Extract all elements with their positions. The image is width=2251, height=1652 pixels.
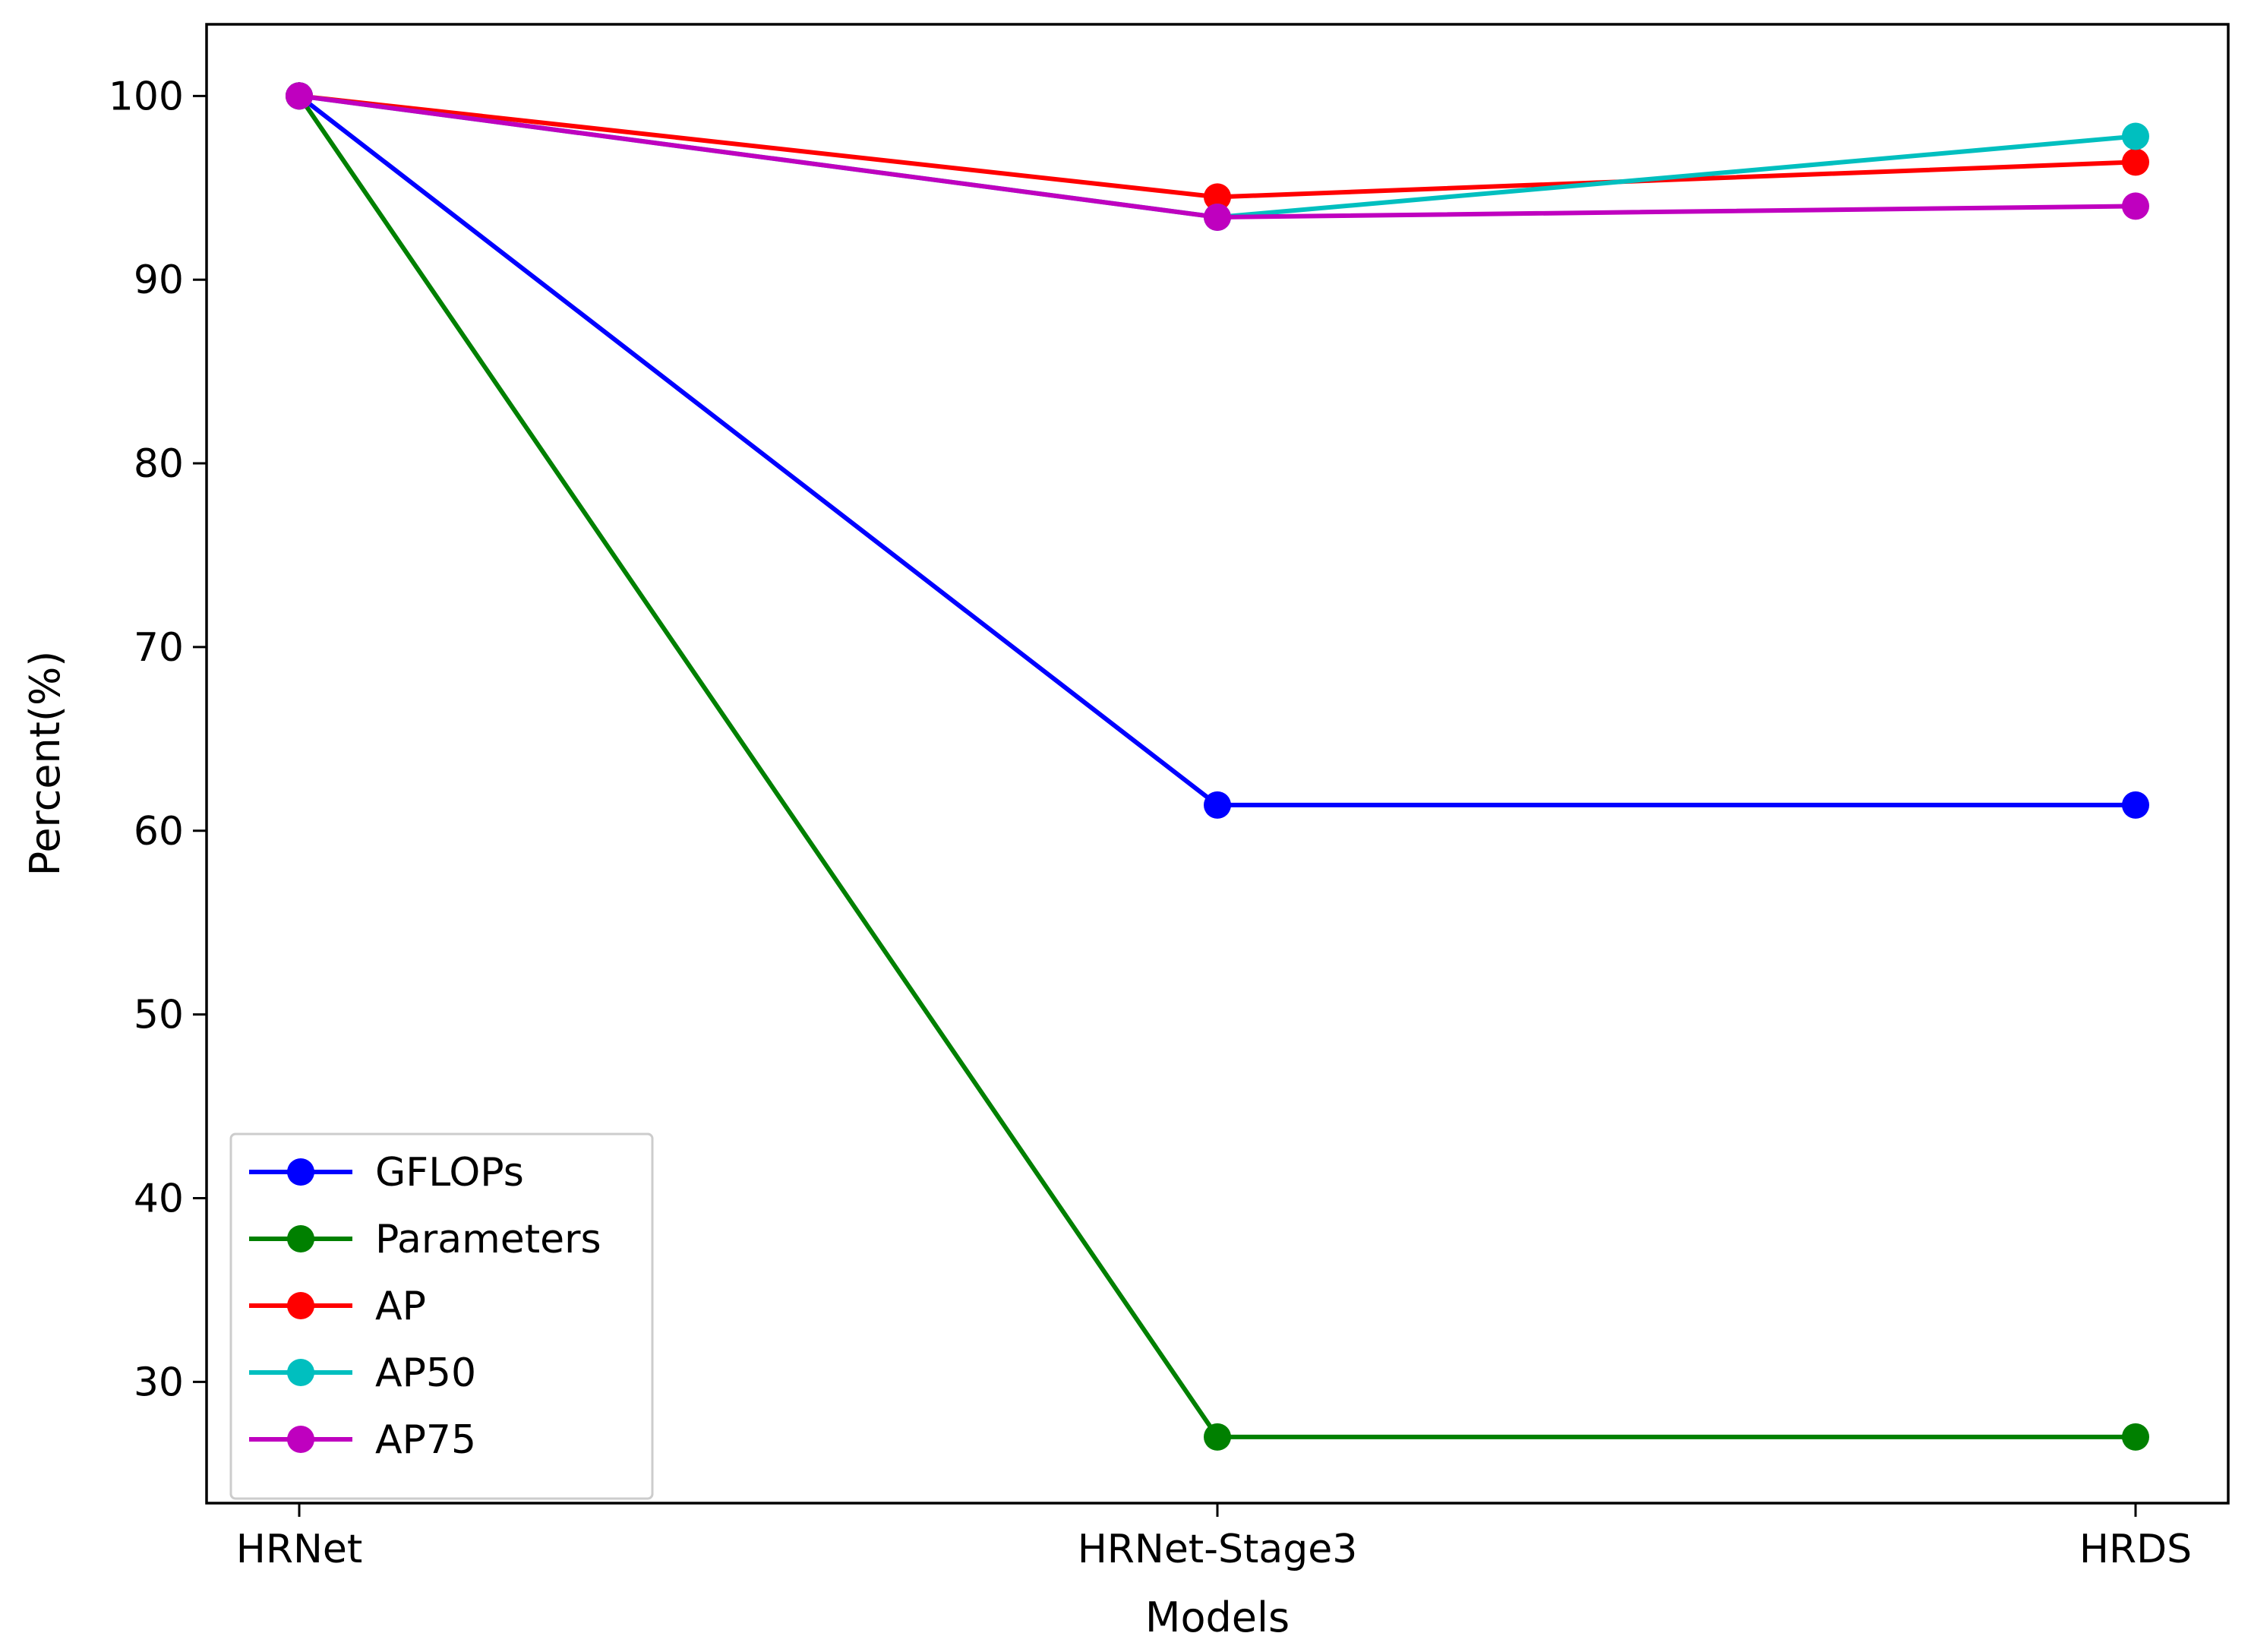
y-tick-label-40: 40	[134, 1177, 184, 1222]
legend-label-ap50: AP50	[375, 1350, 476, 1396]
y-axis-label: Percent(%)	[21, 651, 69, 877]
series-ap75	[286, 82, 2149, 231]
y-tick-label-30: 30	[134, 1360, 184, 1405]
x-tick-label-hrnet-stage3: HRNet-Stage3	[1078, 1527, 1358, 1572]
legend-entry-ap: AP	[249, 1284, 426, 1329]
data-point-parameters-hrds	[2122, 1423, 2149, 1451]
y-tick-label-50: 50	[134, 993, 184, 1038]
data-point-ap75-hrds	[2122, 192, 2149, 220]
y-tick-label-90: 90	[134, 257, 184, 303]
x-axis-label: Models	[1145, 1594, 1290, 1641]
legend-label-gflops: GFLOPs	[375, 1150, 524, 1196]
series-layer	[286, 82, 2149, 1451]
y-tick-label-60: 60	[134, 809, 184, 854]
data-point-ap75-hrnet	[286, 82, 313, 110]
y-axis: 30 40 50 60 70 80 90 100	[109, 74, 207, 1405]
legend-label-ap75: AP75	[375, 1417, 476, 1463]
y-tick-label-70: 70	[134, 625, 184, 671]
legend-entry-parameters: Parameters	[249, 1217, 601, 1262]
legend-label-parameters: Parameters	[375, 1217, 601, 1262]
legend-marker-gflops	[287, 1158, 314, 1186]
data-point-ap-hrnet-stage3	[1204, 183, 1231, 211]
legend-box	[229, 1132, 654, 1500]
x-axis: HRNet HRNet-Stage3 HRDS	[236, 1503, 2192, 1572]
y-tick-label-100: 100	[109, 74, 184, 119]
x-tick-label-hrnet: HRNet	[236, 1527, 363, 1572]
legend-entry-ap50: AP50	[249, 1350, 476, 1396]
legend-marker-ap	[287, 1292, 314, 1319]
legend-marker-parameters	[287, 1225, 314, 1252]
legend-entry-ap75: AP75	[249, 1417, 476, 1463]
legend: GFLOPs Parameters AP AP50 AP75	[229, 1132, 654, 1500]
legend-entry-gflops: GFLOPs	[249, 1150, 524, 1196]
legend-marker-ap75	[287, 1426, 314, 1453]
x-tick-label-hrds: HRDS	[2079, 1527, 2192, 1572]
legend-label-ap: AP	[375, 1284, 426, 1329]
data-point-ap50-hrds	[2122, 122, 2149, 150]
data-point-ap-hrds	[2122, 148, 2149, 176]
data-point-parameters-hrnet-stage3	[1204, 1423, 1231, 1451]
data-point-ap75-hrnet-stage3	[1204, 204, 1231, 231]
data-point-gflops-hrds	[2122, 791, 2149, 819]
y-tick-label-80: 80	[134, 441, 184, 487]
legend-marker-ap50	[287, 1359, 314, 1386]
data-point-gflops-hrnet-stage3	[1204, 791, 1231, 819]
